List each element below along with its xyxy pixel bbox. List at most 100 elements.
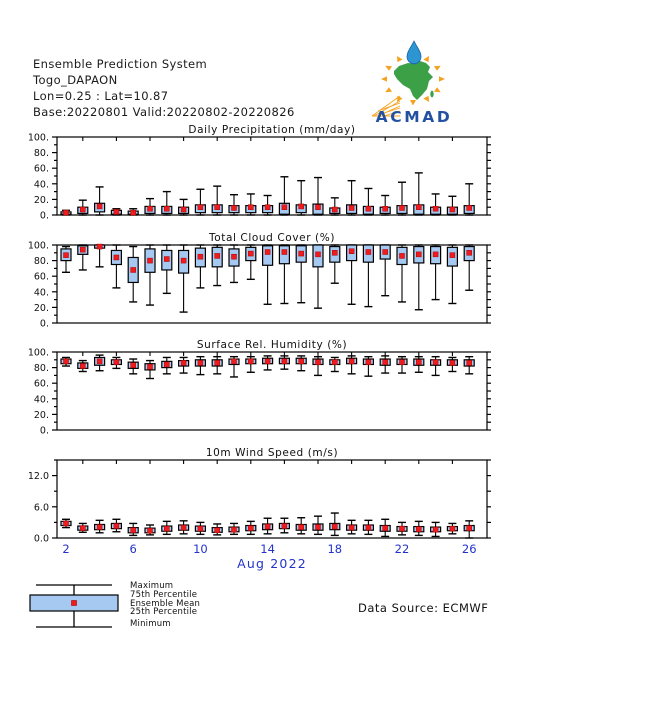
humidity-chart: 0. 20. 40. 60. 80. 100. Surface Rel. Humidity …: [28, 339, 491, 437]
x-day-label: 2: [62, 542, 69, 556]
y-tick-label: 0.: [40, 211, 49, 222]
ensemble-mean-marker: [214, 527, 220, 533]
ensemble-mean-marker: [466, 250, 472, 256]
ensemble-mean-marker: [382, 249, 388, 255]
boxplot-day-15: [278, 244, 290, 305]
ensemble-mean-marker: [298, 358, 304, 365]
ensemble-mean-marker: [432, 251, 439, 258]
ensemble-mean-marker: [264, 523, 271, 530]
mesh-net-icon: [371, 95, 401, 117]
ensemble-mean-marker: [147, 206, 153, 212]
boxplot-day-2: [60, 518, 72, 529]
ensemble-mean-marker: [180, 360, 187, 366]
ensemble-mean-marker: [63, 358, 69, 365]
ensemble-mean-marker: [365, 206, 372, 212]
ensemble-mean-marker: [432, 206, 439, 212]
sun-ray-icon: [410, 100, 416, 106]
boxplot-day-13: [245, 355, 257, 373]
ensemble-mean-marker: [466, 360, 472, 366]
ensemble-mean-marker: [264, 204, 271, 210]
acmad-logo-text: ACMAD: [376, 108, 453, 124]
boxplot-day-25: [446, 356, 458, 373]
ensemble-mean-marker: [130, 267, 136, 273]
boxplot-day-18: [329, 197, 341, 216]
ensemble-mean-marker: [449, 525, 456, 532]
ensemble-mean-marker: [80, 363, 86, 369]
ensemble-mean-marker: [365, 524, 372, 531]
y-tick-label: 40.: [34, 179, 49, 190]
boxplot-day-11: [211, 185, 223, 216]
chart-title: 10m Wind Speed (m/s): [206, 447, 338, 459]
iqr-box: [262, 245, 274, 266]
boxplot-day-6: [127, 358, 139, 375]
legend-item-25th-percentile: 25th Percentile: [130, 607, 198, 617]
x-day-label: 6: [130, 542, 137, 556]
acmad-logo: ACMAD: [364, 40, 464, 126]
ensemble-mean-marker: [281, 204, 288, 210]
boxplot-day-26: [463, 355, 475, 375]
boxplot-day-14: [262, 244, 274, 305]
ensemble-mean-marker: [348, 205, 355, 211]
y-tick-label: 20.: [34, 303, 49, 314]
boxplot-day-18: [329, 512, 341, 537]
ensemble-mean-marker: [113, 209, 120, 215]
boxplot-day-24: [430, 193, 442, 216]
x-day-label: 18: [327, 542, 342, 556]
water-drop-icon: [406, 40, 422, 65]
ensemble-mean-marker: [382, 525, 388, 531]
boxplot-day-13: [245, 244, 257, 281]
ensemble-mean-marker: [248, 358, 254, 365]
boxplot-day-12: [228, 194, 240, 216]
boxplot-day-6: [127, 245, 139, 303]
ensemble-mean-marker: [180, 524, 187, 531]
ensemble-mean-marker: [382, 206, 388, 212]
boxplot-day-6: [127, 208, 139, 216]
y-tick-label: 12.0: [28, 471, 49, 482]
ensemble-mean-marker: [130, 527, 136, 533]
ensemble-mean-marker: [298, 524, 304, 530]
chart-title: Surface Rel. Humidity (%): [197, 339, 347, 351]
y-tick-label: 60.: [34, 272, 49, 283]
sun-ray-icon: [434, 65, 441, 71]
boxplot-day-22: [396, 521, 408, 536]
boxplot-day-4: [93, 354, 106, 372]
station-name: Togo_DAPAON: [33, 73, 118, 87]
y-tick-label: 60.: [34, 379, 49, 390]
coordinates: Lon=0.25 : Lat=10.87: [33, 89, 169, 103]
ensemble-mean-marker: [281, 358, 288, 365]
boxplot-day-2: [60, 356, 72, 367]
ensemble-mean-marker: [399, 253, 405, 259]
legend-item-75th-percentile: 75th Percentile: [130, 590, 198, 600]
ensemble-mean-marker: [315, 524, 321, 530]
boxplot-day-3: [77, 199, 89, 216]
boxplot-day-17: [312, 355, 324, 377]
ensemble-mean-marker: [147, 527, 153, 534]
ensemble-mean-marker: [214, 253, 220, 259]
boxplot-day-5: [110, 356, 123, 370]
boxplot-day-19: [346, 179, 358, 216]
ensemble-mean-marker: [315, 204, 321, 210]
ensemble-mean-marker: [80, 525, 86, 531]
boxplot-day-20: [362, 355, 374, 377]
ensemble-mean-marker: [231, 253, 237, 260]
boxplot-day-11: [211, 355, 223, 375]
ensemble-mean-marker: [197, 204, 204, 210]
legend-item-minimum: Minimum: [130, 619, 171, 629]
boxplot-day-6: [127, 522, 139, 537]
boxplot-day-19: [346, 244, 358, 305]
ensemble-mean-marker: [248, 525, 254, 531]
boxplot-day-19: [346, 355, 358, 375]
boxplot-day-3: [77, 522, 89, 533]
boxplot-day-8: [161, 244, 173, 295]
ensemble-mean-marker: [164, 525, 170, 532]
boxplot-day-13: [245, 520, 257, 536]
boxplot-day-5: [110, 518, 123, 533]
sun-ray-icon: [381, 76, 387, 82]
boxplot-day-14: [262, 194, 274, 216]
ensemble-mean-marker: [432, 359, 439, 365]
y-tick-label: 100.: [28, 241, 49, 252]
boxplot-day-7: [144, 197, 156, 216]
boxplot-day-20: [362, 187, 374, 216]
boxplot-day-13: [245, 193, 257, 216]
